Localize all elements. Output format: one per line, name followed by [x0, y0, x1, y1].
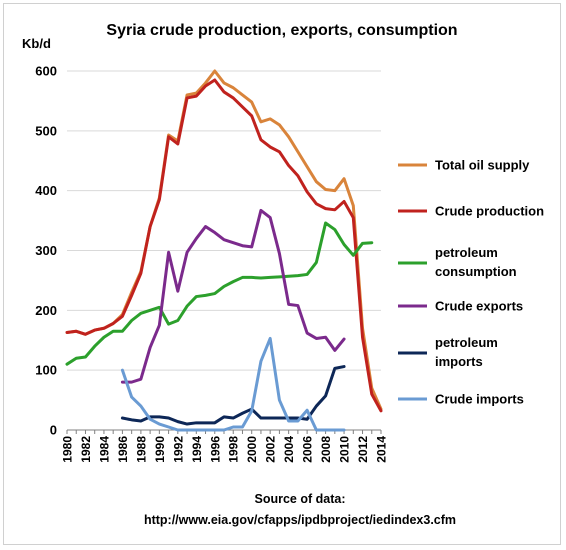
legend-layer: Total oil supply Crude production petroleu… — [398, 158, 544, 407]
source-url: http://www.eia.gov/cfapps/ipdbproject/ie… — [144, 513, 456, 527]
legend-label: Crude exports — [435, 299, 523, 314]
x-tick-label: 2014 — [375, 436, 389, 463]
grid-layer — [67, 70, 381, 371]
legend-label: petroleum — [435, 245, 498, 260]
y-tick-label: 0 — [50, 423, 57, 438]
x-tick-label: 1994 — [190, 436, 204, 463]
y-tick-label: 600 — [35, 64, 57, 79]
legend-label: Crude production — [435, 204, 544, 219]
y-tick-label: 400 — [35, 183, 57, 198]
legend-label: consumption — [435, 264, 517, 279]
legend-label: Crude imports — [435, 392, 524, 407]
x-tick-label: 1984 — [97, 436, 111, 463]
x-tick-label: 1992 — [171, 436, 185, 463]
x-tick-label: 2008 — [319, 436, 333, 463]
x-tick-label: 1982 — [79, 436, 93, 463]
x-tick-label: 1990 — [153, 436, 167, 463]
x-tick-label: 1996 — [208, 436, 222, 463]
source-label: Source of data: — [255, 492, 346, 506]
x-tick-label: 2006 — [301, 436, 315, 463]
x-tick-label: 2010 — [338, 436, 352, 463]
y-axis-unit-label: Kb/d — [22, 36, 51, 51]
series-line-petroleum-imports — [120, 365, 346, 426]
x-tick-label: 2000 — [245, 436, 259, 463]
series-line-petroleum-consumption — [65, 221, 374, 366]
chart-title: Syria crude production, exports, consump… — [106, 22, 457, 39]
y-tick-label: 200 — [35, 303, 57, 318]
axis-layer: 0 100 200 300 400 500 600 1980 1982 1984 1986 1988 1… — [35, 64, 388, 463]
y-tick-label: 100 — [35, 363, 57, 378]
series-line-crude-exports — [120, 208, 346, 384]
series-layer — [65, 69, 383, 432]
series-line-crude-production — [65, 78, 383, 413]
y-tick-label: 300 — [35, 243, 57, 258]
legend-label: petroleum — [435, 335, 498, 350]
x-tick-label: 2002 — [264, 436, 278, 463]
x-tick-label: 1998 — [227, 436, 241, 463]
x-tick-label: 1988 — [134, 436, 148, 463]
x-tick-label: 1980 — [61, 436, 75, 463]
y-tick-label: 500 — [35, 123, 57, 138]
x-tick-label: 2004 — [282, 436, 296, 463]
series-line-crude-imports — [120, 336, 346, 432]
x-tick-label: 2012 — [356, 436, 370, 463]
x-tick-label: 1986 — [116, 436, 130, 463]
legend-label: imports — [435, 354, 483, 369]
legend-label: Total oil supply — [435, 158, 530, 173]
